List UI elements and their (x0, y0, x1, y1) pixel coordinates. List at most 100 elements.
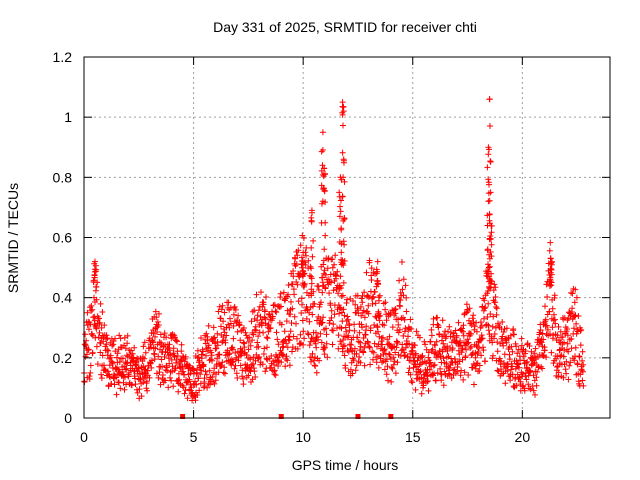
data-point (201, 375, 208, 382)
data-point (285, 291, 292, 298)
data-point (323, 331, 330, 338)
data-point (389, 365, 396, 372)
data-point (287, 328, 294, 335)
data-point (421, 338, 428, 345)
data-point (293, 279, 300, 285)
data-point (424, 378, 430, 385)
data-point (485, 268, 492, 275)
data-point (353, 362, 360, 369)
data-point (170, 383, 177, 390)
data-point (434, 369, 441, 376)
data-point (517, 378, 524, 385)
data-point (322, 170, 328, 177)
data-point (555, 369, 562, 376)
data-point (187, 370, 194, 377)
data-point (392, 349, 399, 356)
data-point (321, 246, 328, 253)
data-point (554, 364, 561, 370)
data-point (231, 303, 238, 310)
data-point (193, 381, 200, 388)
data-point (329, 256, 336, 263)
data-point (485, 151, 492, 158)
data-point (195, 375, 202, 382)
data-point (370, 356, 376, 363)
data-point (218, 323, 224, 330)
data-point (373, 359, 380, 366)
data-point (503, 339, 510, 346)
data-point (321, 267, 328, 274)
data-point (263, 294, 269, 300)
data-point (394, 338, 400, 345)
data-point (294, 345, 301, 352)
data-point (317, 330, 324, 337)
data-point (104, 368, 111, 375)
data-point (463, 301, 470, 308)
data-point (290, 268, 297, 274)
data-point (232, 306, 239, 313)
data-point (239, 367, 246, 374)
data-point (360, 349, 367, 356)
data-point (272, 308, 279, 315)
data-point (380, 334, 386, 341)
data-point (242, 329, 249, 336)
data-point (250, 360, 257, 367)
data-point (481, 305, 488, 312)
data-point (396, 326, 403, 333)
data-point (240, 375, 247, 382)
data-point (297, 242, 304, 249)
data-point (306, 309, 313, 316)
data-point (93, 343, 100, 350)
data-point (220, 318, 227, 325)
data-point (128, 381, 135, 388)
data-point (423, 369, 430, 376)
data-point (282, 363, 289, 370)
data-point (280, 343, 287, 350)
data-point (136, 386, 143, 393)
data-point (399, 286, 406, 293)
data-point (434, 314, 441, 321)
data-point (318, 148, 325, 155)
data-point (166, 347, 173, 354)
data-point (175, 388, 182, 395)
data-point (485, 176, 492, 183)
data-point (392, 306, 399, 312)
data-point (343, 328, 350, 335)
data-point (140, 343, 147, 350)
data-point (322, 199, 329, 206)
data-point (216, 351, 223, 358)
data-point (496, 355, 503, 362)
data-point (175, 370, 182, 377)
data-point (96, 329, 103, 336)
data-point (337, 305, 344, 312)
data-point (458, 367, 465, 374)
data-point (292, 255, 299, 262)
data-point (265, 321, 272, 328)
data-point (153, 370, 160, 377)
data-point (486, 264, 492, 271)
data-point (345, 316, 352, 323)
data-point (325, 276, 332, 283)
data-point (250, 331, 257, 338)
data-point (316, 357, 323, 364)
data-point (237, 362, 244, 369)
data-point (311, 354, 318, 361)
data-point (272, 372, 279, 379)
data-point (427, 359, 434, 366)
data-point (320, 185, 327, 192)
data-point (471, 381, 477, 388)
data-point (372, 300, 379, 307)
data-point (361, 289, 368, 296)
data-point (123, 365, 130, 372)
data-point (337, 338, 344, 345)
data-point (400, 276, 407, 283)
data-point (122, 374, 128, 381)
data-point (204, 337, 211, 344)
data-point (542, 316, 549, 323)
data-point (369, 300, 376, 307)
data-point (463, 346, 470, 353)
data-point (122, 345, 129, 352)
data-point (476, 345, 482, 352)
data-point (420, 382, 427, 389)
data-point (124, 332, 131, 339)
data-point (320, 261, 327, 268)
